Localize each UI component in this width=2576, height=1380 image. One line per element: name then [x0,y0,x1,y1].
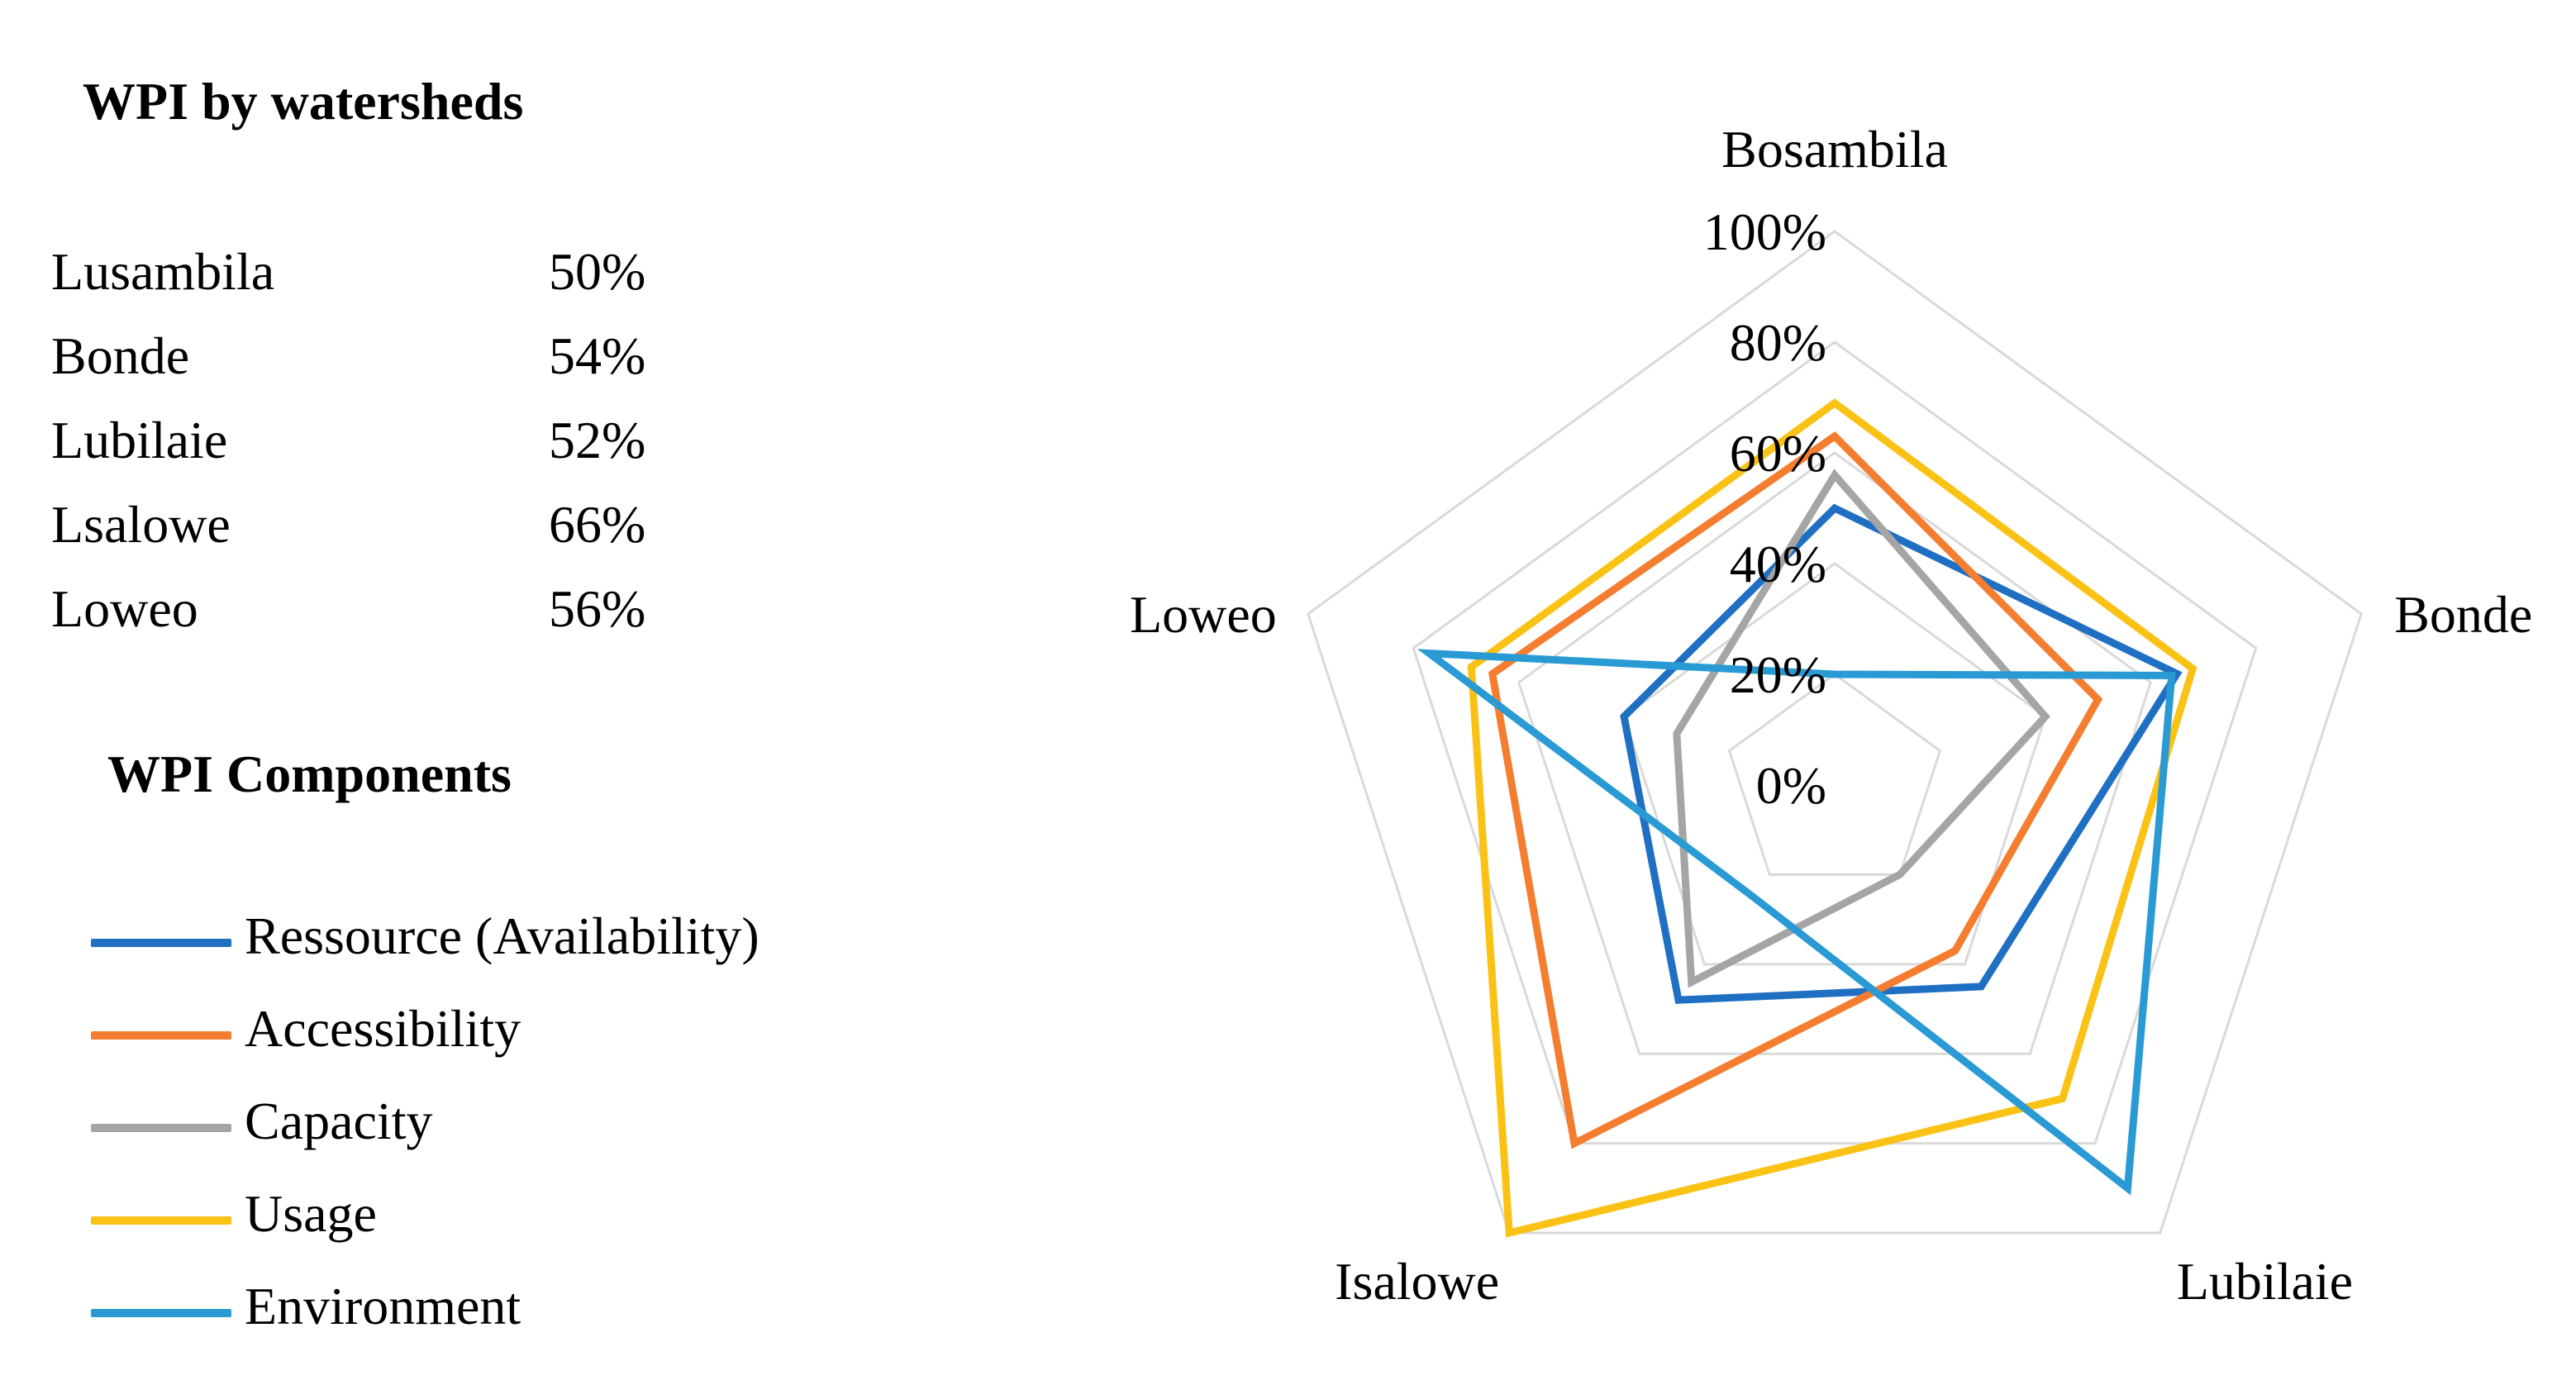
series-accessibility [1488,431,2103,1149]
watershed-value: 50% [549,242,646,301]
series-environment [1417,649,2176,1196]
legend-swatch [91,1124,231,1132]
grid-ring [1727,673,1942,876]
legend-swatch [91,1216,231,1225]
category-label: Loweo [1130,585,1277,644]
watersheds-title: WPI by watersheds [83,72,524,131]
grid-ring [1307,230,2363,1235]
tick-label: 100% [1703,202,1826,261]
legend-label: Ressource (Availability) [245,907,759,965]
legend-swatch [91,1031,231,1040]
radar-ticks: 0% 20% 40% 60% 80% 100% [1703,202,1826,815]
category-label: Isalowe [1335,1252,1499,1311]
grid-ring [1412,340,2258,1145]
watershed-value: 52% [549,411,646,469]
tick-label: 40% [1730,535,1826,593]
watershed-name: Loweo [51,579,198,638]
tick-label: 80% [1730,313,1826,372]
tick-label: 60% [1730,424,1826,483]
tick-label: 0% [1756,756,1826,815]
grid-ring [1517,451,2153,1055]
watershed-name: Lsalowe [51,495,231,554]
watershed-name: Lusambila [51,242,275,301]
watershed-name: Bonde [51,326,190,385]
category-label: Bonde [2394,585,2532,644]
legend-swatch [91,939,231,947]
radar-series [1417,398,2197,1238]
legend-label: Accessibility [245,999,521,1058]
components-title: WPI Components [107,745,512,803]
radar-grid [1307,230,2363,1235]
series-usage [1467,398,2197,1238]
legend-label: Environment [245,1277,521,1335]
category-label: Lubilaie [2177,1252,2353,1311]
watershed-value: 66% [549,495,646,554]
category-label: Bosambila [1721,120,1948,178]
legend-label: Usage [245,1184,377,1243]
radar-categories: Bosambila Bonde Lubilaie Isalowe Loweo [1130,120,2532,1311]
tick-label: 20% [1730,645,1826,704]
watershed-value: 54% [549,326,646,385]
series-ressource [1620,503,2183,1004]
watershed-value: 56% [549,579,646,638]
watershed-name: Lubilaie [51,411,228,469]
legend-swatch [91,1309,231,1317]
legend-label: Capacity [245,1092,433,1150]
